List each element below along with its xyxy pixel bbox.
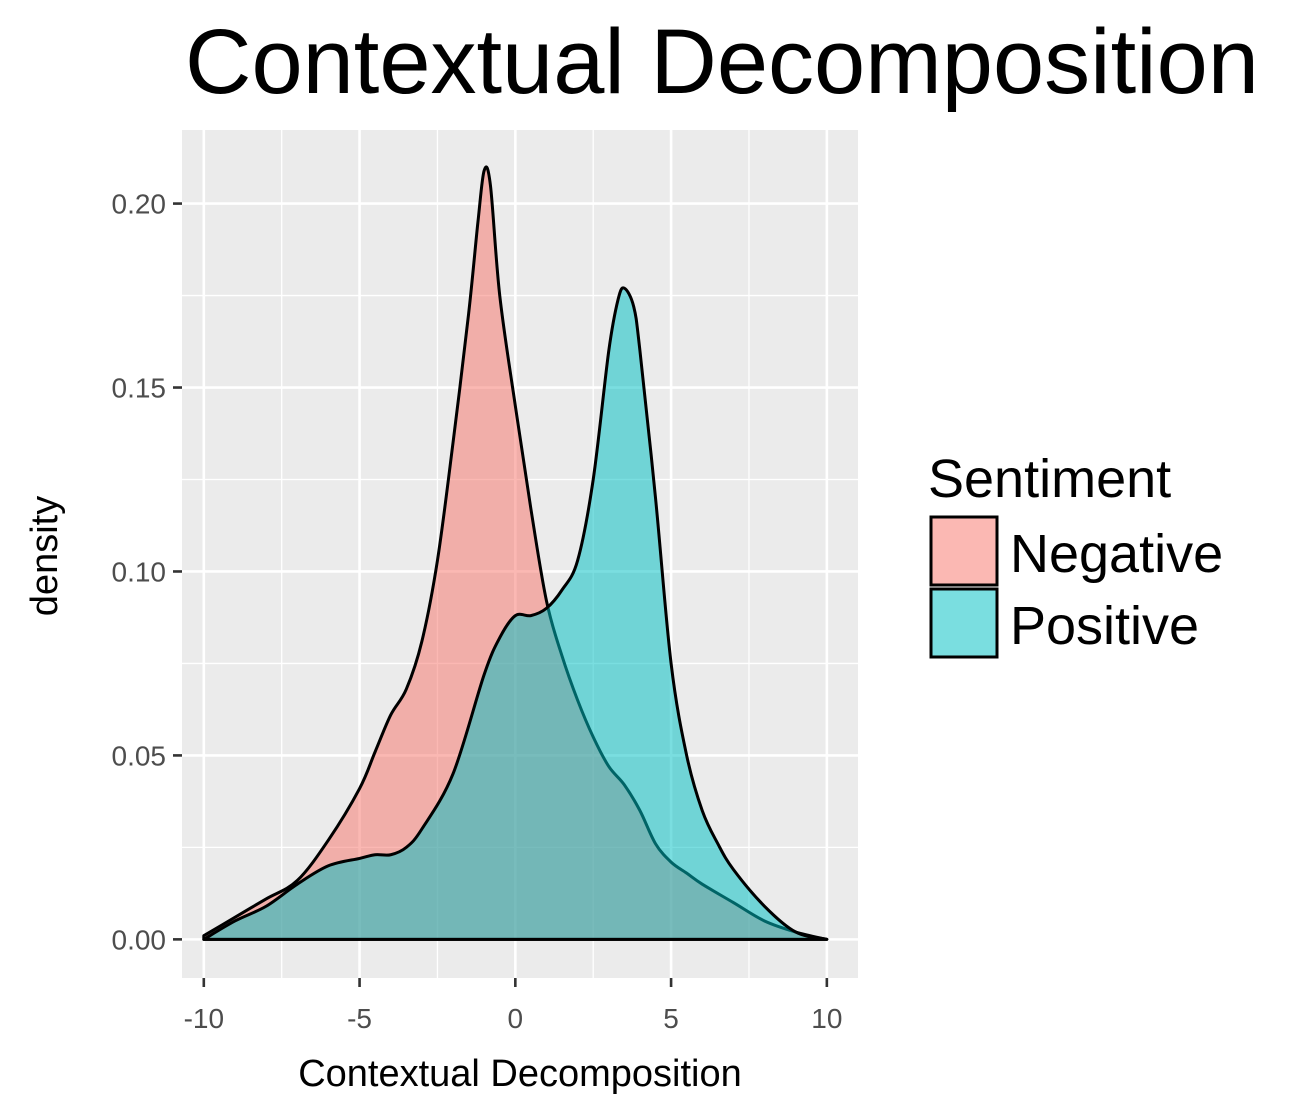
- density-area-positive: [202, 286, 829, 941]
- y-axis-tick-labels: 0.00 0.05 0.10 0.15 0.20: [112, 189, 167, 956]
- y-tick-label: 0.20: [112, 189, 167, 220]
- x-axis-tick-labels: -10 -5 0 5 10: [184, 1003, 843, 1034]
- legend-entries: Negative Positive: [929, 515, 1223, 659]
- x-tick-label: 0: [508, 1003, 524, 1034]
- x-tick-label: 10: [811, 1003, 842, 1034]
- y-tick-label: 0.00: [112, 924, 167, 955]
- x-tick-label: -10: [184, 1003, 224, 1034]
- y-tick-label: 0.10: [112, 556, 167, 587]
- chart-title: Contextual Decomposition: [185, 11, 1259, 113]
- y-tick-label: 0.05: [112, 740, 167, 771]
- axis-ticks: [173, 202, 829, 987]
- x-tick-label: 5: [663, 1003, 679, 1034]
- legend-label-positive: Positive: [1010, 596, 1199, 656]
- y-axis-title: density: [24, 496, 66, 616]
- legend-title: Sentiment: [928, 449, 1171, 509]
- legend: Sentiment Negative Positive: [928, 449, 1223, 659]
- density-areas: [202, 165, 829, 941]
- x-tick-label: -5: [347, 1003, 372, 1034]
- legend-key-positive: [929, 587, 999, 659]
- legend-key-negative: [929, 515, 999, 587]
- y-tick-label: 0.15: [112, 373, 167, 404]
- legend-label-negative: Negative: [1010, 524, 1223, 584]
- x-axis-title: Contextual Decomposition: [298, 1053, 742, 1095]
